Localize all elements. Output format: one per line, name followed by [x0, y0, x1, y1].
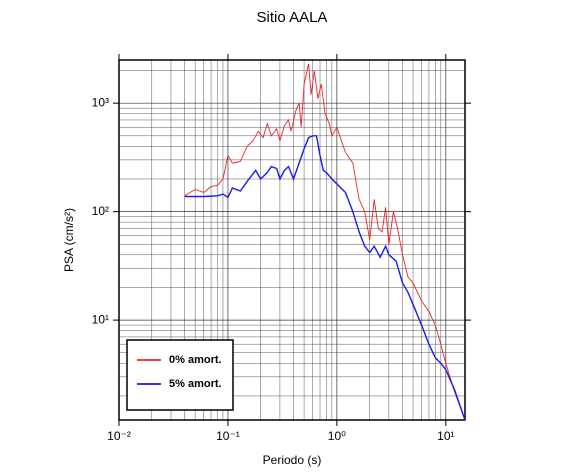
y-tick-label: 10³: [92, 95, 109, 109]
plot-frame: [118, 59, 466, 421]
data-line: [184, 63, 466, 421]
y-tick-label: 10²: [92, 204, 109, 218]
data-line: [184, 135, 466, 421]
legend-box: [126, 339, 234, 411]
x-tick-label: 10⁻²: [107, 429, 131, 443]
x-axis-label: Periodo (s): [263, 453, 322, 467]
legend-label: 5% amort.: [169, 378, 222, 390]
y-tick-label: 10¹: [92, 312, 109, 326]
legend-label: 0% amort.: [169, 354, 222, 366]
y-axis-label: PSA (cm/s²): [62, 208, 76, 272]
chart-title: Sitio AALA: [257, 9, 328, 26]
x-tick-label: 10⁰: [328, 429, 346, 443]
x-tick-label: 10⁻¹: [216, 429, 240, 443]
x-tick-label: 10¹: [437, 429, 454, 443]
